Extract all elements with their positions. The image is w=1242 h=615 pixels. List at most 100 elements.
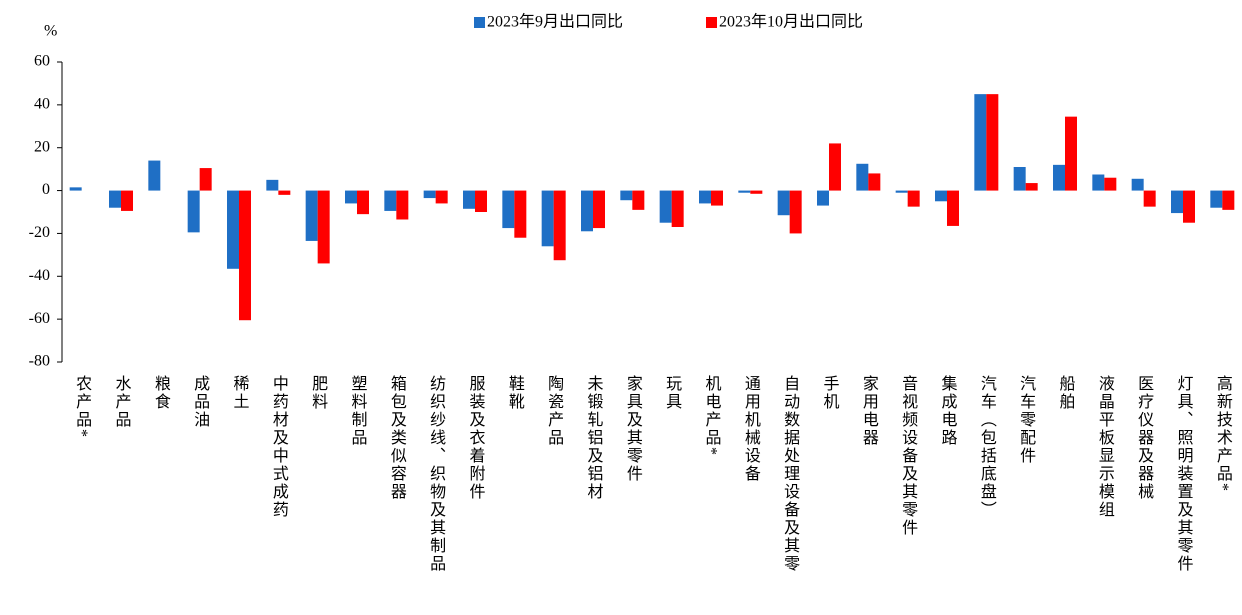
bar [148,160,161,191]
legend-label: 2023年10月出口同比 [719,13,863,31]
bar [109,190,121,208]
bar [502,190,515,229]
x-tick-label: 成品油 [191,375,210,429]
legend-swatch [474,17,485,28]
x-tick-label: 农产品* [73,375,92,439]
x-tick-label: 家具及其零件 [624,375,643,483]
bar [1092,174,1105,191]
x-tick-label: 服装及衣着附件 [467,375,486,501]
bar [777,190,790,216]
x-tick-label: 塑料制品 [349,375,368,447]
bar [935,190,947,202]
x-tick-label: 陶瓷产品 [545,375,564,447]
x-tick-label: 医疗仪器及器械 [1135,375,1154,501]
bar [317,190,330,264]
bar [986,94,999,191]
bar [632,190,645,210]
bar [817,190,829,206]
bar [1222,190,1235,210]
bar [514,190,527,238]
y-tick-label: -60 [29,310,50,327]
bar [829,143,841,191]
bar [895,190,908,193]
bar [187,190,200,233]
bar [345,190,357,204]
bar [750,190,763,194]
x-tick-label: 自动数据处理设备及其零 [781,375,800,573]
x-tick-label: 家用电器 [860,375,879,447]
bar [1183,190,1195,223]
bar [856,163,869,191]
bar [593,190,605,229]
bar [699,190,711,204]
bar [659,190,672,223]
y-tick-label: -20 [29,224,50,241]
x-tick-label: 液晶平板显示模组 [1096,375,1115,519]
y-tick-label: -80 [29,353,50,370]
bar [620,190,633,201]
bar [121,190,133,211]
bar [671,190,684,227]
x-tick-label: 船舶 [1057,375,1076,411]
bar [305,190,318,241]
y-tick-label: 60 [34,53,50,70]
y-tick-label: 0 [42,181,50,198]
bar [868,173,881,191]
bar [1131,178,1144,191]
bar [738,190,751,193]
x-tick-label: 玩具 [663,375,682,411]
bar [423,190,436,199]
bar [1143,190,1156,207]
x-tick-label: 未锻轧铝及铝材 [585,375,604,501]
legend-swatch [706,17,717,28]
x-tick-label: 箱包及类似容器 [388,375,407,501]
bar [384,190,397,211]
bar [711,190,723,206]
bar [1053,164,1065,191]
x-tick-label: 汽车（包括底盘） [978,375,997,519]
x-tick-label: 水产品 [113,375,132,429]
bar [1104,177,1117,191]
x-tick-label: 中药材及中式成药 [270,375,289,519]
bar [1013,167,1026,191]
legend-label: 2023年9月出口同比 [487,13,623,31]
y-tick-label: 20 [34,138,50,155]
y-tick-label: 40 [34,96,50,113]
x-tick-label: 灯具、照明装置及其零件 [1175,375,1194,573]
x-tick-label: 稀土 [231,375,250,411]
x-tick-label: 鞋靴 [506,375,525,411]
bar [541,190,554,247]
bar [266,179,279,191]
bar [974,94,987,191]
bar [278,190,291,195]
bar [227,190,239,269]
y-axis-label: % [44,23,57,40]
bar [1210,190,1223,208]
x-tick-label: 粮食 [152,375,171,411]
x-tick-label: 音视频设备及其零件 [899,375,918,537]
x-tick-label: 集成电路 [939,375,958,447]
bar [553,190,566,261]
bar [199,168,212,191]
bar [396,190,409,220]
bar [947,190,959,226]
bar [475,190,487,212]
bar [357,190,369,215]
x-tick-label: 纺织纱线、织物及其制品 [427,375,446,573]
y-tick-label: -40 [29,267,50,284]
bar [1025,183,1038,191]
bar [789,190,802,234]
bar [435,190,448,204]
bar [1065,116,1077,191]
bar [69,187,82,191]
x-tick-label: 汽车零配件 [1017,375,1036,465]
x-tick-label: 通用机械设备 [742,375,761,483]
x-tick-label: 高新技术产品* [1214,375,1233,493]
x-tick-label: 机电产品* [703,375,722,457]
bar [463,190,475,209]
bar [907,190,920,207]
x-tick-label: 肥料 [309,375,328,411]
bar [1171,190,1183,214]
bar [239,190,251,321]
